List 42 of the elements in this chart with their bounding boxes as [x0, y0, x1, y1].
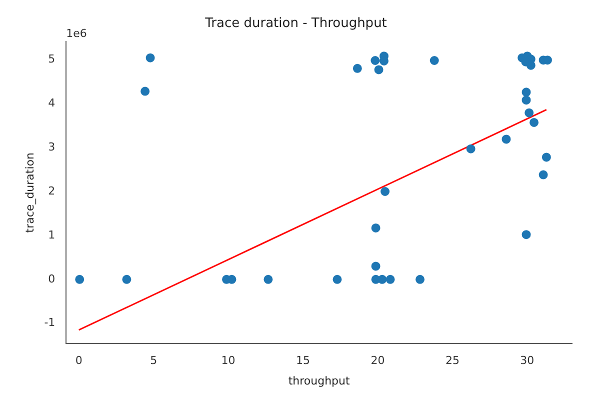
y-tick-label: 1 — [48, 228, 56, 242]
point — [332, 274, 342, 284]
x-tick-label: 0 — [75, 354, 82, 368]
x-tick-label: 20 — [370, 354, 385, 368]
x-tick-label: 5 — [150, 354, 158, 368]
x-axis-title: throughput — [288, 374, 351, 388]
point — [386, 274, 395, 284]
point — [524, 108, 534, 118]
point — [466, 144, 476, 154]
point — [380, 187, 390, 196]
point — [146, 53, 155, 62]
x-tick-label: 25 — [445, 354, 460, 368]
point — [122, 274, 132, 284]
text: 1e6 — [66, 26, 87, 40]
x-tick-label: 15 — [296, 354, 310, 368]
y-tick-label: -1 — [44, 316, 56, 330]
x-tick-label: 10 — [221, 354, 236, 368]
y-tick-label: 4 — [48, 96, 56, 110]
point — [416, 274, 425, 284]
point — [522, 88, 531, 97]
point — [374, 65, 384, 74]
point — [371, 223, 380, 232]
x-tick-label: 30 — [520, 354, 534, 368]
point — [352, 64, 362, 73]
point — [522, 230, 531, 240]
y-tick-label: 0 — [48, 272, 56, 286]
y-tick-label: 2 — [48, 184, 56, 198]
point — [542, 152, 551, 162]
point — [264, 274, 273, 284]
y-tick-label: 5 — [48, 52, 56, 66]
point — [140, 86, 150, 96]
point — [430, 56, 439, 66]
point — [538, 170, 548, 180]
point — [522, 96, 531, 105]
y-tick-label: 3 — [48, 140, 56, 154]
point — [371, 262, 380, 271]
chart-title: Trace duration - Throughput — [204, 16, 387, 32]
point — [502, 134, 511, 144]
point — [370, 56, 380, 66]
point — [530, 118, 539, 127]
y-axis-title: trace_duration — [23, 152, 36, 233]
point — [75, 274, 84, 284]
